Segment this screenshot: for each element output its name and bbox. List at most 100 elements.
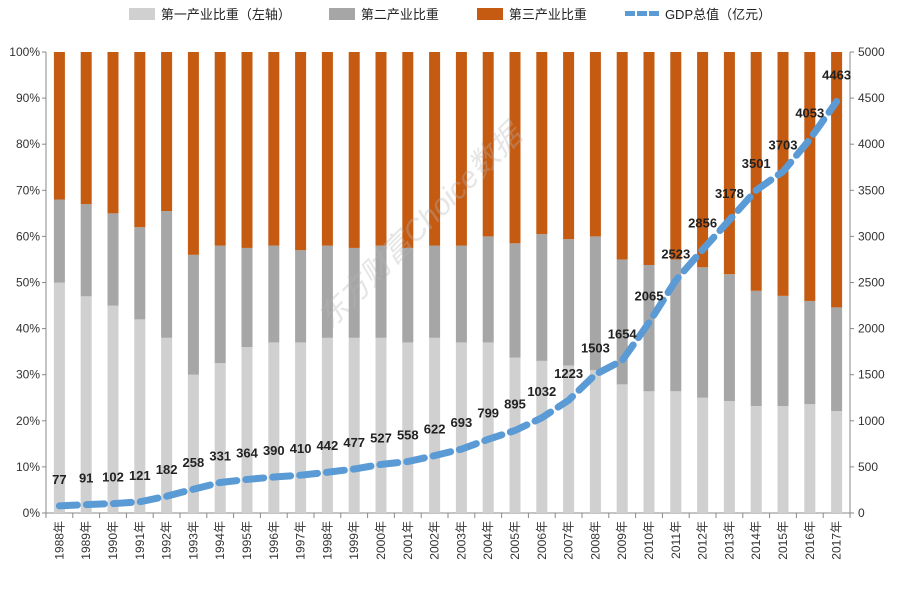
bar-segment	[536, 52, 548, 235]
bar-segment	[804, 52, 816, 301]
left-tick-label: 0%	[23, 506, 41, 520]
x-tick-label: 1988年	[52, 521, 66, 560]
bar-segment	[268, 245, 280, 343]
bar-segment	[563, 239, 575, 366]
left-tick-label: 80%	[16, 137, 40, 151]
bar-segment	[589, 370, 601, 513]
bar-segment	[268, 342, 280, 513]
bar-segment	[804, 404, 816, 513]
x-tick-label: 2006年	[535, 521, 549, 560]
bar-segment	[670, 391, 682, 513]
bar-segment	[777, 406, 789, 513]
left-tick-label: 70%	[16, 183, 40, 197]
gdp-data-label: 2523	[661, 246, 690, 261]
bar-segment	[53, 199, 65, 283]
right-tick-label: 1500	[858, 368, 885, 382]
gdp-data-label: 3178	[715, 186, 744, 201]
bar-segment	[348, 247, 360, 338]
bar-segment	[697, 267, 709, 398]
x-tick-label: 2002年	[428, 521, 442, 560]
bar-segment	[589, 236, 601, 371]
gdp-data-label: 390	[263, 443, 285, 458]
x-tick-label: 2013年	[722, 521, 736, 560]
bar-segment	[134, 227, 146, 320]
bar-segment	[107, 305, 119, 513]
bar-segment	[241, 247, 253, 348]
gdp-data-label: 693	[451, 415, 473, 430]
gdp-data-label: 558	[397, 428, 419, 443]
right-tick-label: 3500	[858, 183, 885, 197]
x-tick-label: 2014年	[749, 521, 763, 560]
x-tick-label: 2009年	[615, 521, 629, 560]
gdp-data-label: 2856	[688, 216, 717, 231]
bar-segment	[134, 319, 146, 513]
bar-segment	[402, 247, 414, 343]
gdp-data-label: 1503	[581, 340, 610, 355]
bar-segment	[107, 52, 119, 214]
bar-segment	[643, 391, 655, 513]
bar-segment	[187, 374, 199, 513]
bar-segment	[509, 243, 521, 358]
bar-segment	[268, 52, 280, 246]
bar-segment	[161, 52, 173, 212]
gdp-data-label: 4053	[795, 105, 824, 120]
bar-segment	[214, 52, 226, 246]
bar-segment	[80, 296, 92, 513]
bar-segment	[750, 290, 762, 407]
x-tick-label: 2008年	[588, 521, 602, 560]
gdp-data-label: 477	[343, 435, 365, 450]
right-tick-label: 4000	[858, 137, 885, 151]
bar-segment	[455, 52, 467, 246]
bar-segment	[107, 213, 119, 306]
x-tick-label: 1997年	[294, 521, 308, 560]
x-tick-label: 1991年	[133, 521, 147, 560]
bar-segment	[616, 52, 628, 260]
bar-segment	[482, 52, 494, 237]
x-tick-label: 2016年	[803, 521, 817, 560]
bar-segment	[161, 337, 173, 513]
gdp-data-label: 121	[129, 468, 151, 483]
bar-segment	[241, 347, 253, 513]
bar-segment	[723, 400, 735, 513]
gdp-data-label: 77	[52, 472, 66, 487]
bar-segment	[295, 250, 307, 343]
bar-segment	[429, 337, 441, 513]
bar-segment	[697, 52, 709, 268]
left-tick-label: 90%	[16, 91, 40, 105]
x-tick-label: 2012年	[696, 521, 710, 560]
legend-swatch	[128, 7, 155, 20]
x-tick-label: 2011年	[669, 521, 683, 559]
gdp-data-label: 2065	[635, 289, 664, 304]
gdp-data-label: 364	[236, 445, 258, 460]
bar-segment	[750, 406, 762, 513]
legend-label: GDP总值（亿元）	[664, 7, 772, 22]
bar-segment	[348, 337, 360, 513]
gdp-data-label: 4463	[822, 68, 851, 83]
legend-swatch	[476, 7, 503, 20]
right-tick-label: 5000	[858, 45, 885, 59]
gdp-line	[55, 98, 841, 510]
gdp-data-label: 91	[79, 471, 93, 486]
bar-segment	[455, 342, 467, 513]
bar-segment	[429, 245, 441, 338]
x-tick-label: 1990年	[106, 521, 120, 560]
left-tick-label: 100%	[9, 45, 40, 59]
right-tick-label: 500	[858, 460, 878, 474]
x-tick-label: 1996年	[267, 521, 281, 560]
x-tick-label: 2000年	[374, 521, 388, 560]
bar-segment	[134, 52, 146, 228]
bar-segment	[589, 52, 601, 237]
right-tick-label: 2500	[858, 276, 885, 290]
x-tick-label: 1998年	[320, 521, 334, 560]
gdp-data-label: 410	[290, 441, 312, 456]
bar-segment	[831, 52, 843, 308]
bar-segment	[482, 236, 494, 343]
left-tick-label: 10%	[16, 460, 40, 474]
gdp-data-label: 331	[209, 448, 231, 463]
gdp-data-label: 3501	[742, 156, 771, 171]
bar-segment	[429, 52, 441, 246]
bar-segment	[697, 397, 709, 513]
right-tick-label: 3000	[858, 229, 885, 243]
bar-segment	[321, 245, 333, 338]
bar-segment	[509, 52, 521, 244]
